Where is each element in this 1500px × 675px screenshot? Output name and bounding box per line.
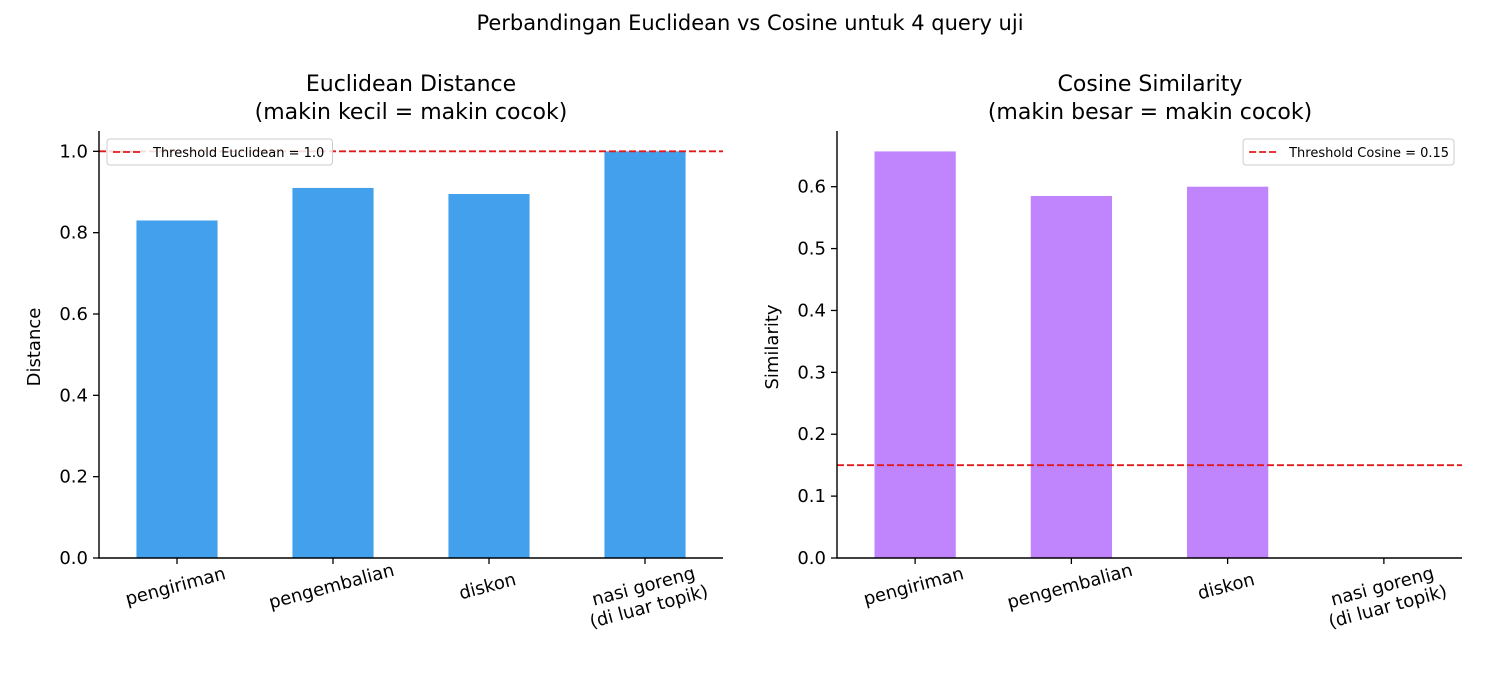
x-tick-label: nasi goreng(di luar topik): [1321, 561, 1449, 633]
y-tick-label: 0.5: [797, 239, 826, 260]
x-tick-label: pengembalian: [1005, 560, 1135, 614]
euclidean-distance-chart: Euclidean Distance (makin kecil = makin …: [24, 72, 723, 633]
figure-suptitle: Perbandingan Euclidean vs Cosine untuk 4…: [476, 11, 1023, 35]
x-tick-label: diskon: [457, 569, 518, 604]
y-tick-label: 0.2: [797, 424, 826, 445]
y-tick-label: 0.8: [59, 223, 88, 244]
legend-label: Threshold Cosine = 0.15: [1288, 146, 1449, 161]
bar-pengembalian: [292, 187, 374, 558]
y-tick-label: 0.0: [59, 548, 88, 569]
bar-pengiriman: [874, 151, 956, 559]
chart-title-line2: (makin besar = makin cocok): [988, 100, 1312, 125]
bar-pengiriman: [136, 220, 218, 558]
x-tick-label: nasi goreng(di luar topik): [582, 561, 710, 633]
bar-diskon: [448, 194, 530, 558]
legend-label: Threshold Euclidean = 1.0: [152, 146, 324, 161]
y-tick-label: 0.3: [797, 362, 826, 383]
cosine-similarity-chart: Cosine Similarity (makin besar = makin c…: [762, 72, 1462, 633]
chart-title-line1: Euclidean Distance: [306, 72, 516, 97]
x-tick-label: pengiriman: [861, 563, 966, 610]
x-tick-label: diskon: [1195, 569, 1256, 604]
chart-title-line2: (makin kecil = makin cocok): [255, 100, 568, 125]
y-axis-label: Distance: [24, 308, 45, 387]
y-axis-label: Similarity: [762, 304, 783, 389]
y-tick-label: 0.2: [59, 467, 88, 488]
y-tick-label: 0.4: [59, 385, 88, 406]
bar-pengembalian: [1030, 195, 1112, 559]
chart-title-line1: Cosine Similarity: [1058, 72, 1243, 97]
x-tick-label: pengiriman: [123, 563, 228, 610]
y-tick-label: 0.6: [797, 177, 826, 198]
x-tick-label: pengembalian: [267, 560, 397, 614]
legend: Threshold Euclidean = 1.0: [106, 138, 333, 166]
bar-diskon: [1187, 186, 1269, 558]
y-tick-label: 0.6: [59, 304, 88, 325]
y-tick-label: 0.1: [797, 486, 826, 507]
y-tick-label: 0.0: [797, 548, 826, 569]
y-tick-label: 0.4: [797, 300, 826, 321]
y-tick-label: 1.0: [59, 141, 88, 162]
bar-nasi-goreng: [604, 151, 686, 558]
legend: Threshold Cosine = 0.15: [1242, 138, 1455, 166]
